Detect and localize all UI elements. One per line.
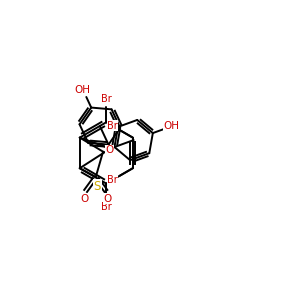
Text: OH: OH bbox=[75, 85, 91, 94]
Text: Br: Br bbox=[107, 121, 118, 131]
Text: Br: Br bbox=[101, 202, 112, 212]
Text: Br: Br bbox=[101, 94, 112, 104]
Text: OH: OH bbox=[164, 121, 179, 131]
Text: Br: Br bbox=[107, 175, 118, 185]
Text: O: O bbox=[103, 194, 112, 204]
Text: S: S bbox=[94, 180, 101, 193]
Text: O: O bbox=[80, 194, 88, 204]
Text: O: O bbox=[105, 145, 114, 155]
